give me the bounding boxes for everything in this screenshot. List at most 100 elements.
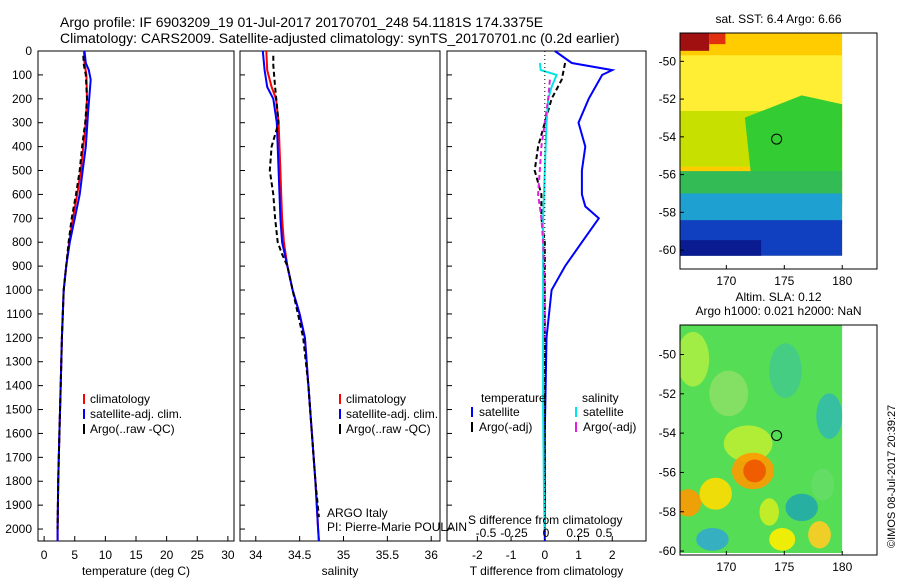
sla-field bbox=[680, 325, 843, 554]
sla-anomaly-blob bbox=[808, 521, 831, 549]
salinity-xtick-label: 34.5 bbox=[288, 548, 312, 562]
difference-top-xtick-label: -0.5 bbox=[476, 526, 497, 540]
temperature-xlabel: temperature (deg C) bbox=[82, 564, 190, 578]
sst-orange-corner bbox=[709, 33, 726, 45]
sla-anomaly-blob bbox=[680, 489, 702, 517]
difference-series-salinity-satellite bbox=[538, 62, 558, 530]
salinity-legend-entry: Argo(..raw -QC) bbox=[346, 422, 431, 436]
temperature-ytick-label: 1200 bbox=[5, 331, 32, 345]
temperature-ytick-label: 300 bbox=[12, 116, 32, 130]
sla-anomaly-blob bbox=[709, 370, 749, 417]
difference-legend-entry: Argo(-adj) bbox=[583, 420, 636, 434]
sst-ytick-label: -56 bbox=[659, 168, 677, 182]
sla-ytick-label: -60 bbox=[659, 544, 677, 558]
temperature-xtick-label: 25 bbox=[191, 548, 205, 562]
difference-xtick-label: 1 bbox=[575, 548, 582, 562]
sla-anomaly-blob bbox=[723, 425, 773, 462]
temperature-series-argo-raw-qc- bbox=[56, 55, 89, 530]
sla-ytick-label: -54 bbox=[659, 426, 677, 440]
temperature-ytick-label: 1600 bbox=[5, 426, 32, 440]
sla-xtick-label: 170 bbox=[716, 560, 736, 574]
difference-legend-title-temperature: temperature bbox=[481, 391, 546, 405]
temperature-ytick-label: 1100 bbox=[6, 307, 32, 321]
temperature-ytick-label: 200 bbox=[12, 92, 32, 106]
temperature-xtick-label: 20 bbox=[160, 548, 174, 562]
difference-top-xtick-label: 0.5 bbox=[596, 526, 613, 540]
temperature-ytick-label: 800 bbox=[12, 235, 32, 249]
difference-series-temperature-argo-adj- bbox=[533, 62, 567, 529]
temperature-ytick-label: 100 bbox=[12, 68, 32, 82]
sla-ytick-label: -58 bbox=[659, 505, 677, 519]
sla-xtick-label: 175 bbox=[774, 560, 794, 574]
temperature-legend-entry: Argo(..raw -QC) bbox=[90, 422, 175, 436]
difference-series-temperature-satellite bbox=[543, 50, 616, 541]
sla-anomaly-blob bbox=[743, 459, 766, 483]
salinity-xtick-label: 35.5 bbox=[376, 548, 400, 562]
sst-xtick-label: 180 bbox=[832, 274, 852, 288]
sla-ytick-label: -52 bbox=[659, 387, 677, 401]
sst-field bbox=[680, 33, 843, 256]
sla-ytick-label: -56 bbox=[659, 465, 677, 479]
temperature-xtick-label: 10 bbox=[99, 548, 113, 562]
temperature-ytick-label: 700 bbox=[12, 211, 32, 225]
difference-top-xtick-label: 0.25 bbox=[566, 526, 590, 540]
sla-anomaly-blob bbox=[811, 468, 835, 501]
salinity-xtick-label: 36 bbox=[425, 548, 439, 562]
difference-xtick-label: 2 bbox=[609, 548, 616, 562]
sla-anomaly-blob bbox=[699, 477, 732, 510]
sst-ytick-label: -60 bbox=[659, 243, 677, 257]
temperature-series-climatology bbox=[56, 50, 89, 541]
salinity-legend-entry: satellite-adj. clim. bbox=[346, 407, 438, 421]
salinity-xtick-label: 35 bbox=[337, 548, 351, 562]
sla-xtick-label: 180 bbox=[832, 560, 852, 574]
sla-title-line-2: Argo h1000: 0.021 h2000: NaN bbox=[695, 304, 861, 318]
temperature-ytick-label: 1300 bbox=[5, 355, 32, 369]
sst-xtick-label: 170 bbox=[716, 274, 736, 288]
sla-title-line-1: Altim. SLA: 0.12 bbox=[735, 290, 821, 304]
temperature-ytick-label: 1700 bbox=[5, 450, 32, 464]
salinity-annotation-line-2: PI: Pierre-Marie POULAIN bbox=[327, 520, 467, 534]
sla-argo-position-marker bbox=[771, 429, 783, 441]
sst-frame bbox=[679, 32, 878, 270]
sla-anomaly-blob bbox=[696, 527, 729, 551]
sst-deep-blue-patch bbox=[680, 240, 762, 256]
temperature-ytick-label: 900 bbox=[12, 259, 32, 273]
temperature-ytick-label: 400 bbox=[12, 140, 32, 154]
temperature-ytick-label: 500 bbox=[12, 164, 32, 178]
sla-anomaly-blob bbox=[680, 331, 710, 387]
figure-title-line-1: Argo profile: IF 6903209_19 01-Jul-2017 … bbox=[60, 14, 544, 30]
sst-red-corner bbox=[680, 33, 710, 51]
difference-xlabel: T difference from climatology bbox=[470, 564, 624, 578]
salinity-series-satellite-adj-clim- bbox=[261, 50, 320, 542]
sst-argo-position-marker bbox=[771, 133, 783, 145]
difference-top-xtick-label: -0.25 bbox=[500, 526, 528, 540]
temperature-ytick-label: 2000 bbox=[5, 522, 32, 536]
sla-anomaly-blob bbox=[769, 527, 796, 551]
difference-xtick-label: 0 bbox=[541, 548, 548, 562]
sst-ytick-label: -50 bbox=[659, 54, 677, 68]
temperature-ytick-label: 1500 bbox=[5, 403, 32, 417]
sst-ytick-label: -54 bbox=[659, 130, 677, 144]
sst-title-line-1: sat. SST: 6.4 Argo: 6.66 bbox=[715, 12, 841, 26]
sst-ytick-label: -52 bbox=[659, 92, 677, 106]
temperature-xtick-label: 15 bbox=[129, 548, 143, 562]
temperature-ytick-label: 1000 bbox=[5, 283, 32, 297]
sst-cyan-band bbox=[680, 193, 843, 225]
temperature-legend-entry: climatology bbox=[90, 392, 150, 406]
imos-credit: ©IMOS 08-Jul-2017 20:39:27 bbox=[886, 404, 898, 548]
sst-green-tongue bbox=[744, 95, 843, 194]
sla-anomaly-blob bbox=[785, 493, 818, 522]
difference-top-xlabel: S difference from climatology bbox=[468, 513, 623, 527]
temperature-ytick-label: 0 bbox=[25, 44, 32, 58]
sla-anomaly-blob bbox=[816, 393, 843, 440]
salinity-frame bbox=[239, 50, 441, 542]
temperature-frame bbox=[37, 50, 235, 542]
difference-legend-entry: Argo(-adj) bbox=[479, 420, 532, 434]
temperature-ytick-label: 1800 bbox=[5, 474, 32, 488]
difference-xtick-label: -1 bbox=[506, 548, 517, 562]
difference-frame bbox=[446, 50, 647, 542]
sla-anomaly-blob bbox=[769, 343, 802, 398]
temperature-xtick-label: 30 bbox=[221, 548, 235, 562]
temperature-xtick-label: 0 bbox=[41, 548, 48, 562]
